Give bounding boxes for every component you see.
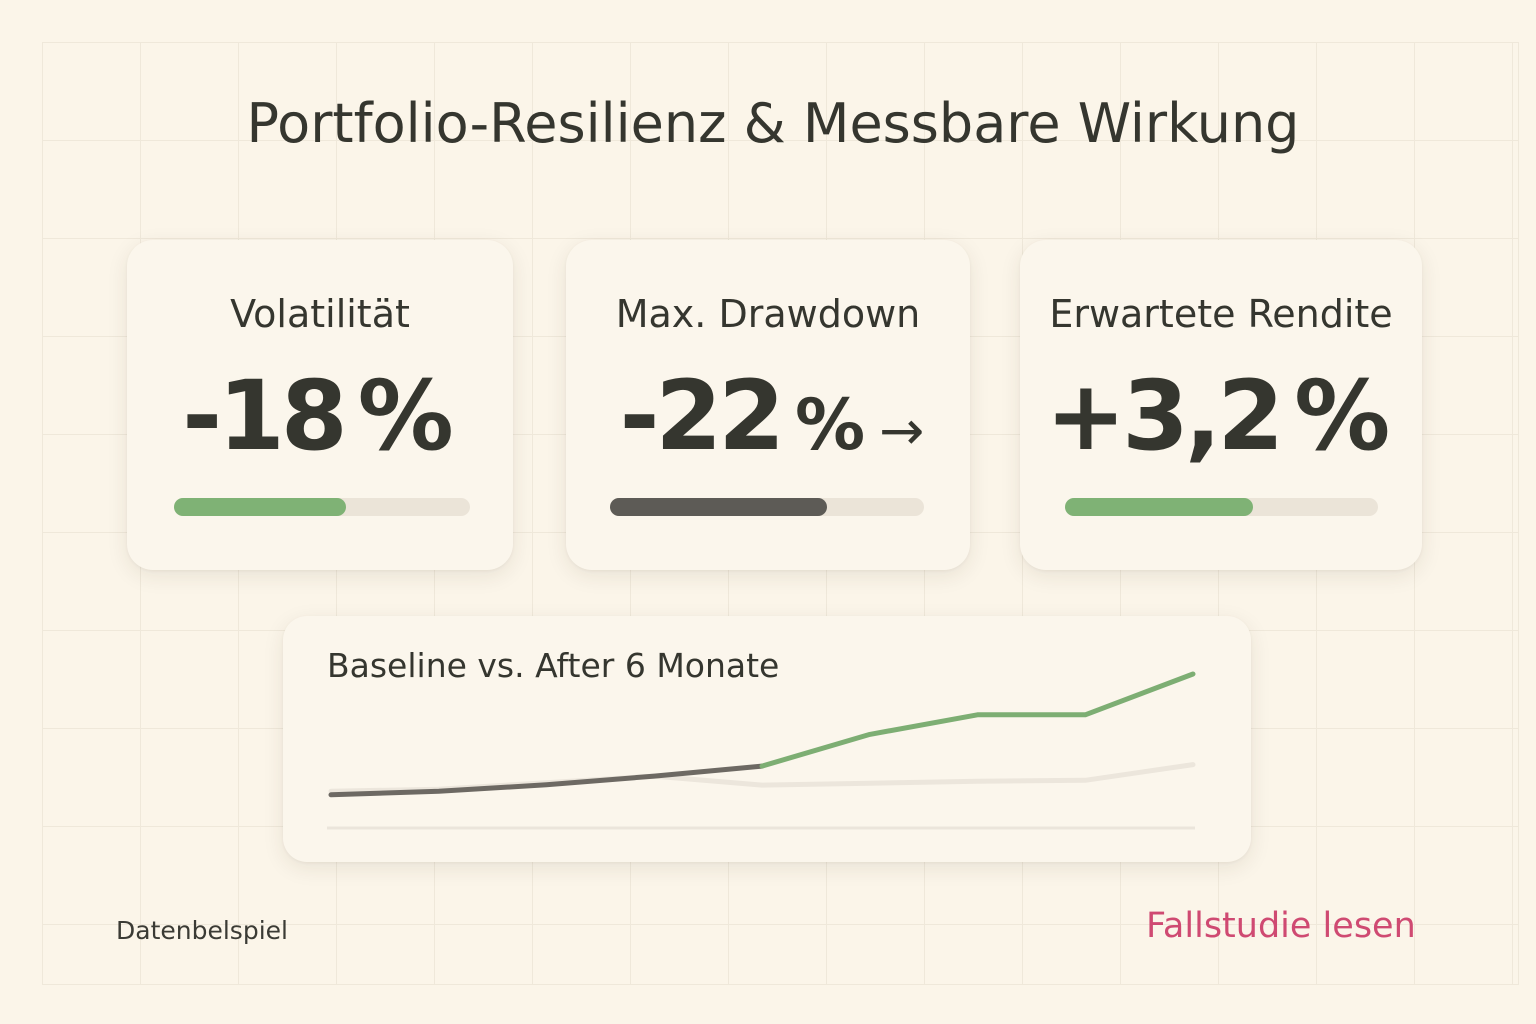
metric-label: Max. Drawdown [615, 292, 921, 336]
chart-card: Baseline vs. After 6 Monate [283, 616, 1251, 862]
arrow-right-icon: → [879, 399, 925, 462]
metric-value: -18% [119, 360, 513, 472]
metric-number: -18 [182, 360, 347, 472]
progress-bar-volatility [174, 498, 470, 516]
metric-unit: % [795, 384, 865, 466]
metric-number: +3,2 [1045, 360, 1284, 472]
series-line-after [759, 671, 1196, 769]
metric-card-drawdown: Max. Drawdown -22% → [566, 240, 970, 570]
metric-label: Erwartete Rendite [1049, 292, 1393, 336]
metric-number: -22 [619, 360, 785, 472]
metric-card-volatility: Volatilität -18% [127, 240, 513, 570]
metric-unit: % [1294, 360, 1390, 472]
series-line-before [328, 763, 765, 798]
progress-fill [610, 498, 827, 516]
chart-series-group [328, 671, 1196, 798]
progress-fill [174, 498, 346, 516]
data-example-note: Datenbelspiel [116, 916, 288, 945]
page-title: Portfolio-Resilienz & Messbare Wirkung [246, 92, 1300, 155]
metric-value: -22% → [574, 360, 970, 472]
progress-bar-drawdown [610, 498, 924, 516]
line-chart [327, 671, 1196, 830]
metric-card-return: Erwartete Rendite +3,2% [1020, 240, 1422, 570]
progress-fill [1065, 498, 1253, 516]
chart-title: Baseline vs. After 6 Monate [327, 646, 780, 685]
metric-unit: % [357, 360, 454, 472]
metric-label: Volatilität [230, 292, 410, 336]
metric-value: +3,2% [1010, 360, 1422, 472]
read-case-study-link[interactable]: Fallstudie lesen [1146, 906, 1416, 946]
progress-bar-return [1065, 498, 1378, 516]
